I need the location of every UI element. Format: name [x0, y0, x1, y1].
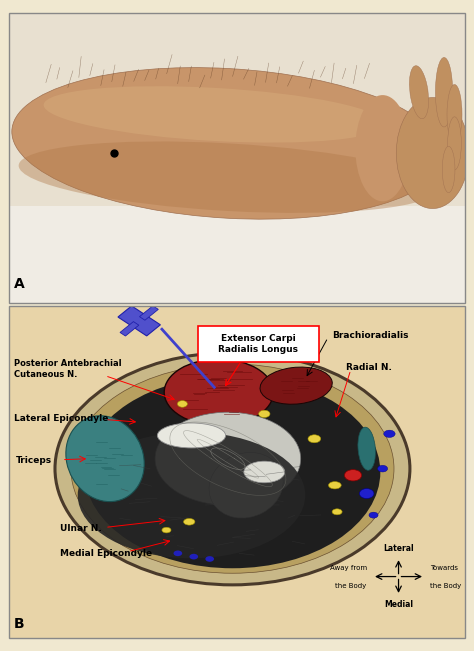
- Ellipse shape: [12, 68, 444, 219]
- Ellipse shape: [308, 435, 321, 443]
- FancyBboxPatch shape: [9, 206, 465, 303]
- Ellipse shape: [447, 117, 461, 170]
- Ellipse shape: [190, 554, 198, 559]
- Ellipse shape: [205, 556, 214, 562]
- Ellipse shape: [332, 509, 342, 515]
- Text: the Body: the Body: [430, 583, 462, 589]
- Ellipse shape: [155, 412, 301, 505]
- Text: Ulnar N.: Ulnar N.: [60, 524, 101, 533]
- Ellipse shape: [157, 423, 226, 448]
- Ellipse shape: [164, 359, 273, 426]
- Ellipse shape: [345, 469, 362, 481]
- Ellipse shape: [259, 410, 270, 417]
- Text: Medial Epicondyle: Medial Epicondyle: [60, 549, 152, 558]
- Text: Triceps: Triceps: [16, 456, 53, 465]
- Text: Brachioradialis: Brachioradialis: [333, 331, 409, 340]
- Text: A: A: [14, 277, 25, 291]
- Ellipse shape: [173, 551, 182, 556]
- Text: Lateral: Lateral: [383, 544, 414, 553]
- Text: Towards: Towards: [430, 564, 458, 570]
- Polygon shape: [120, 322, 139, 336]
- Ellipse shape: [378, 465, 388, 472]
- FancyBboxPatch shape: [198, 326, 319, 363]
- Ellipse shape: [447, 85, 462, 145]
- Ellipse shape: [369, 512, 378, 518]
- Ellipse shape: [209, 452, 283, 518]
- Polygon shape: [139, 306, 158, 320]
- Ellipse shape: [328, 482, 341, 489]
- Ellipse shape: [55, 352, 410, 585]
- Ellipse shape: [177, 400, 187, 408]
- Polygon shape: [118, 306, 160, 336]
- Ellipse shape: [442, 146, 455, 193]
- Ellipse shape: [384, 430, 395, 437]
- Ellipse shape: [84, 376, 380, 568]
- Ellipse shape: [162, 527, 171, 533]
- Text: Radial N.: Radial N.: [346, 363, 392, 372]
- Ellipse shape: [66, 416, 144, 502]
- Ellipse shape: [356, 95, 410, 201]
- Ellipse shape: [244, 461, 285, 483]
- FancyBboxPatch shape: [9, 306, 465, 638]
- Ellipse shape: [410, 66, 428, 118]
- Ellipse shape: [44, 86, 385, 143]
- Ellipse shape: [183, 518, 195, 525]
- Text: B: B: [14, 617, 25, 631]
- Text: Medial: Medial: [384, 600, 413, 609]
- Ellipse shape: [396, 98, 469, 208]
- Text: Lateral Epicondyle: Lateral Epicondyle: [14, 414, 109, 423]
- FancyBboxPatch shape: [9, 13, 465, 303]
- Text: Posterior Antebrachial
Cutaneous N.: Posterior Antebrachial Cutaneous N.: [14, 359, 122, 379]
- Ellipse shape: [436, 57, 453, 127]
- Ellipse shape: [18, 141, 437, 213]
- Text: the Body: the Body: [336, 583, 367, 589]
- Text: Extensor Carpi
Radialis Longus: Extensor Carpi Radialis Longus: [219, 335, 299, 354]
- Ellipse shape: [78, 432, 305, 559]
- Text: Away from: Away from: [329, 564, 367, 570]
- Ellipse shape: [359, 488, 374, 499]
- Ellipse shape: [358, 427, 375, 470]
- Ellipse shape: [260, 367, 332, 404]
- Ellipse shape: [71, 364, 394, 574]
